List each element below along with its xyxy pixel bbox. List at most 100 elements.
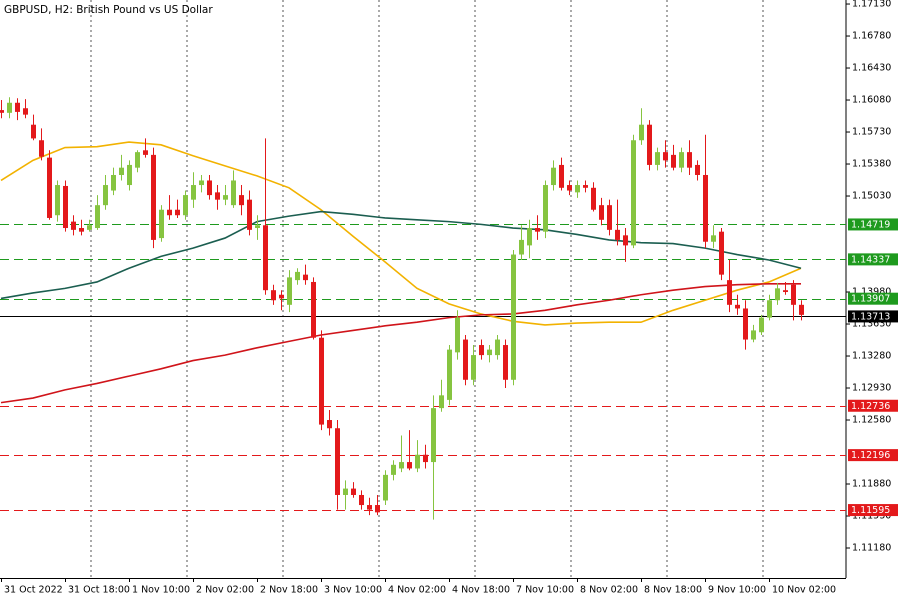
candle-body bbox=[31, 124, 36, 139]
candle-body bbox=[159, 209, 164, 239]
candle-body bbox=[567, 185, 572, 191]
candle-body bbox=[591, 187, 596, 210]
y-tick-label: 1.12580 bbox=[852, 415, 891, 426]
price-level-label: 1.12736 bbox=[851, 401, 890, 412]
price-level-box bbox=[848, 449, 898, 462]
y-tick-label: 1.11180 bbox=[852, 543, 891, 554]
x-tick-label: 9 Nov 10:00 bbox=[708, 585, 766, 596]
candle-body bbox=[479, 345, 484, 356]
candle-body bbox=[79, 228, 84, 232]
candle-body bbox=[175, 209, 180, 216]
candle-body bbox=[279, 294, 284, 299]
candle-body bbox=[471, 355, 476, 380]
x-tick-label: 4 Nov 02:00 bbox=[388, 585, 446, 596]
candle-body bbox=[39, 140, 44, 157]
candles bbox=[0, 97, 804, 520]
candle-body bbox=[327, 420, 332, 429]
candle-body bbox=[535, 228, 540, 232]
candle-body bbox=[791, 284, 796, 305]
moving-average bbox=[0, 210, 802, 300]
price-level-box bbox=[848, 218, 898, 231]
price-level-box bbox=[848, 399, 898, 412]
candle-body bbox=[311, 281, 316, 338]
candle-body bbox=[719, 231, 724, 275]
candle-body bbox=[727, 280, 732, 305]
candle-body bbox=[207, 180, 212, 196]
candle-body bbox=[191, 185, 196, 200]
price-level-label: 1.13907 bbox=[851, 294, 890, 305]
moving-average bbox=[0, 141, 802, 326]
candle-body bbox=[231, 180, 236, 206]
candle-body bbox=[519, 239, 524, 255]
candle-body bbox=[599, 205, 604, 220]
candle-body bbox=[511, 254, 516, 380]
candle-body bbox=[711, 235, 716, 242]
candle-body bbox=[735, 304, 740, 309]
candle-body bbox=[119, 167, 124, 175]
candle-body bbox=[239, 195, 244, 206]
candle-body bbox=[399, 462, 404, 469]
candle-body bbox=[215, 192, 220, 200]
candle-body bbox=[439, 395, 444, 409]
candle-body bbox=[391, 464, 396, 475]
price-level-label: 1.11595 bbox=[851, 505, 890, 516]
candle-body bbox=[503, 345, 508, 380]
moving-average bbox=[0, 282, 801, 404]
x-tick-label: 2 Nov 18:00 bbox=[260, 585, 318, 596]
candle-body bbox=[343, 488, 348, 495]
y-tick-label: 1.13630 bbox=[852, 319, 891, 330]
x-tick-label: 8 Nov 18:00 bbox=[644, 585, 702, 596]
candle-body bbox=[0, 110, 4, 113]
price-level-box bbox=[848, 253, 898, 266]
x-tick-label: 10 Nov 02:00 bbox=[772, 585, 836, 596]
candle-body bbox=[151, 154, 156, 240]
candle-body bbox=[367, 505, 372, 510]
candle-body bbox=[527, 228, 532, 246]
x-tick-label: 2 Nov 02:00 bbox=[196, 585, 254, 596]
price-level-label: 1.14337 bbox=[851, 254, 890, 265]
candle-body bbox=[47, 157, 52, 218]
candle-body bbox=[335, 428, 340, 495]
candle-body bbox=[639, 124, 644, 141]
y-tick-label: 1.16080 bbox=[852, 95, 891, 106]
candle-body bbox=[143, 150, 148, 155]
y-tick-label: 1.15030 bbox=[852, 191, 891, 202]
candle-body bbox=[775, 288, 780, 301]
candle-body bbox=[703, 174, 708, 242]
candle-body bbox=[431, 408, 436, 463]
candle-body bbox=[415, 454, 420, 469]
candle-body bbox=[623, 235, 628, 246]
candle-body bbox=[575, 185, 580, 193]
day-separators bbox=[90, 0, 764, 578]
candle-body bbox=[615, 229, 620, 240]
price-level-label: 1.14719 bbox=[851, 219, 890, 230]
candle-body bbox=[95, 205, 100, 229]
candle-body bbox=[743, 308, 748, 340]
candle-body bbox=[559, 164, 564, 188]
candle-body bbox=[351, 488, 356, 495]
candle-body bbox=[223, 195, 228, 200]
candle-body bbox=[543, 185, 548, 232]
candle-body bbox=[103, 185, 108, 206]
candle-body bbox=[663, 152, 668, 161]
y-tick-label: 1.11880 bbox=[852, 479, 891, 490]
candle-body bbox=[135, 152, 140, 168]
x-tick-label: 31 Oct 18:00 bbox=[68, 585, 130, 596]
price-level-box bbox=[848, 292, 898, 305]
candle-body bbox=[679, 152, 684, 168]
candle-body bbox=[687, 152, 692, 168]
candle-body bbox=[7, 102, 12, 113]
candle-body bbox=[447, 349, 452, 400]
candle-body bbox=[767, 300, 772, 318]
candle-body bbox=[631, 140, 636, 246]
candle-body bbox=[111, 174, 116, 191]
candle-body bbox=[271, 290, 276, 301]
x-tick-label: 3 Nov 10:00 bbox=[324, 585, 382, 596]
candle-body bbox=[247, 199, 252, 230]
candle-body bbox=[695, 164, 700, 175]
candle-body bbox=[655, 152, 660, 165]
candle-body bbox=[295, 271, 300, 281]
candle-body bbox=[751, 330, 756, 340]
